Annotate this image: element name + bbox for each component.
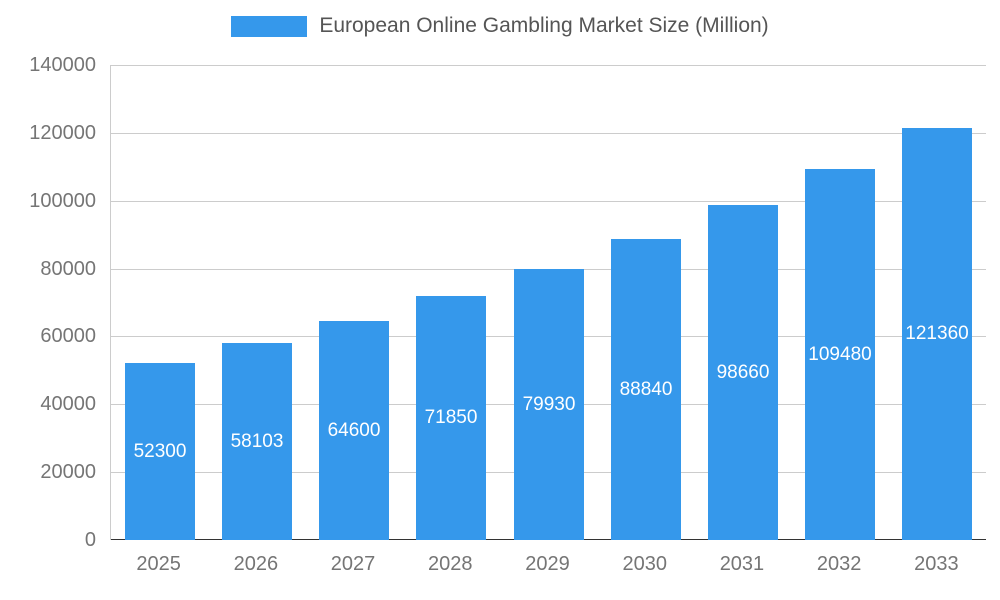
y-tick-label: 100000 — [29, 189, 96, 212]
bar-2031[interactable]: 98660 — [708, 205, 778, 540]
y-tick-label: 80000 — [40, 257, 96, 280]
y-tick-label: 60000 — [40, 325, 96, 348]
x-tick-label: 2032 — [816, 553, 862, 575]
x-tick-label: 2025 — [136, 553, 181, 575]
bar-2026[interactable]: 58103 — [222, 343, 292, 540]
gridline — [111, 65, 986, 66]
y-tick-label: 20000 — [40, 461, 96, 484]
chart-title: European Online Gambling Market Size (Mi… — [319, 14, 769, 37]
bar-value-label: 98660 — [716, 361, 770, 383]
bar-2028[interactable]: 71850 — [416, 296, 486, 540]
y-tick-label: 0 — [84, 529, 96, 551]
bar-value-label: 71850 — [424, 407, 478, 428]
x-tick-label: 2033 — [914, 553, 959, 575]
bar-value-label: 52300 — [133, 440, 187, 462]
bar-2027[interactable]: 64600 — [319, 321, 389, 540]
bar-value-label: 58103 — [230, 430, 284, 452]
gridline — [111, 133, 986, 134]
bar-value-label: 88840 — [619, 378, 673, 400]
legend-swatch — [231, 15, 308, 37]
x-tick-label: 2031 — [719, 553, 765, 575]
bar-2032[interactable]: 109480 — [805, 169, 875, 540]
bar-2029[interactable]: 79930 — [514, 269, 584, 540]
x-tick-label: 2029 — [525, 553, 570, 575]
bar-value-label: 64600 — [327, 419, 381, 441]
y-tick-label: 40000 — [40, 393, 96, 416]
y-tick-label: 140000 — [29, 54, 96, 76]
y-tick-label: 120000 — [29, 121, 96, 144]
x-tick-label: 2028 — [428, 553, 473, 575]
x-tick-label: 2030 — [622, 553, 667, 575]
bar-2033[interactable]: 121360 — [902, 128, 972, 540]
bar-2025[interactable]: 52300 — [125, 363, 195, 540]
plot-area: 52300 58103 64600 71850 79930 88840 98660 10948… — [110, 65, 986, 540]
x-tick-label: 2027 — [330, 553, 376, 575]
x-tick-label: 2026 — [233, 553, 279, 575]
gridline — [111, 201, 986, 202]
bar-value-label: 109480 — [808, 343, 872, 365]
bar-value-label: 79930 — [522, 393, 576, 415]
bar-2030[interactable]: 88840 — [611, 239, 681, 540]
bar-value-label: 121360 — [905, 323, 969, 344]
legend: European Online Gambling Market Size (Mi… — [0, 14, 1000, 38]
